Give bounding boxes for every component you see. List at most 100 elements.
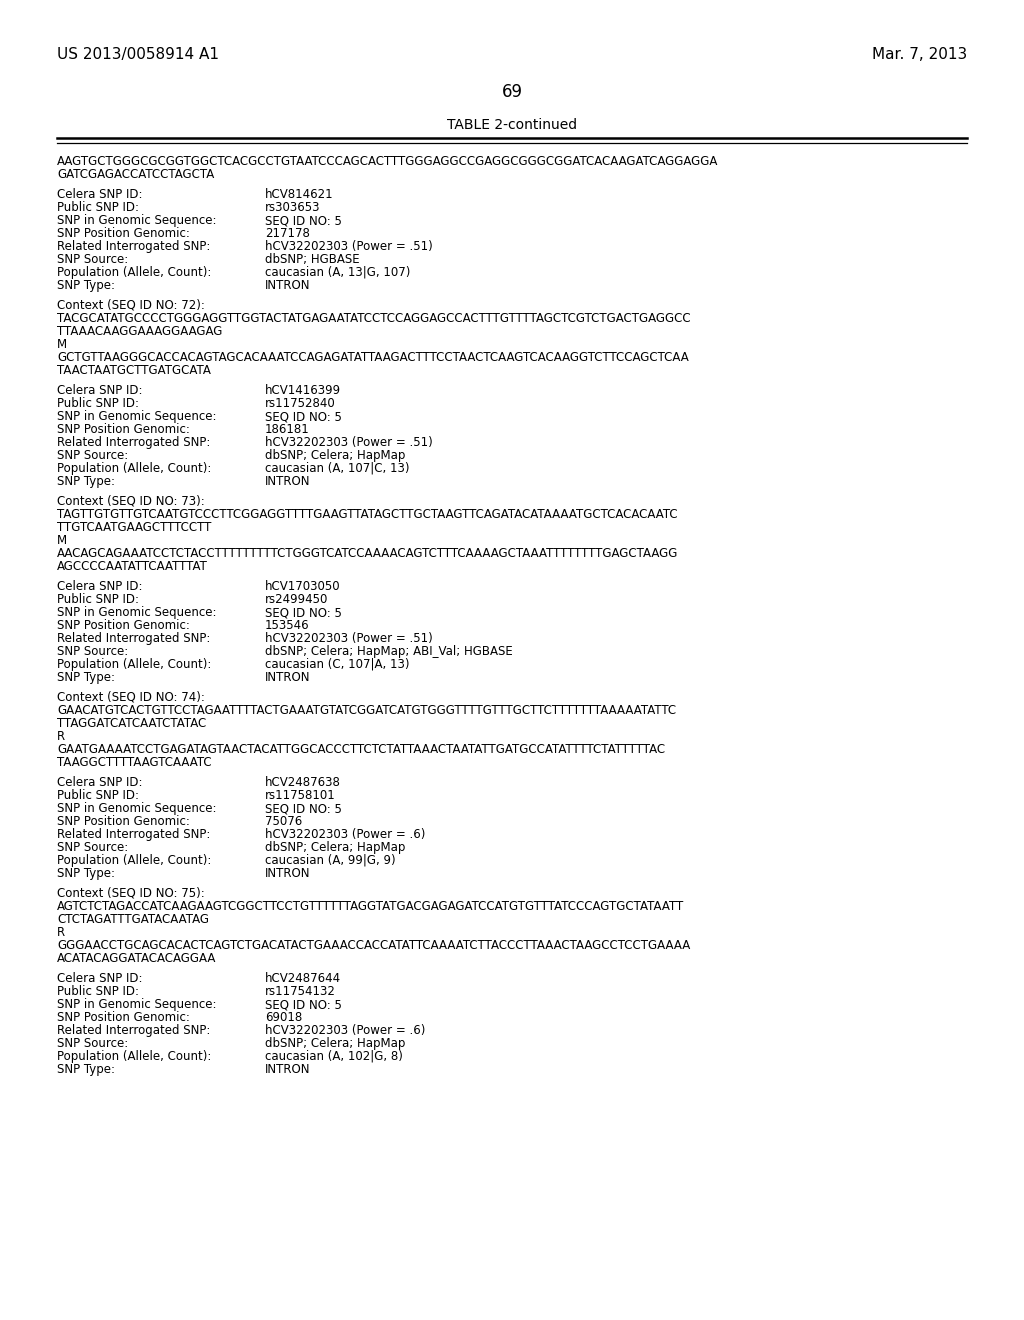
Text: hCV32202303 (Power = .51): hCV32202303 (Power = .51) (265, 240, 433, 253)
Text: INTRON: INTRON (265, 671, 310, 684)
Text: Population (Allele, Count):: Population (Allele, Count): (57, 657, 211, 671)
Text: SNP Type:: SNP Type: (57, 867, 115, 880)
Text: Public SNP ID:: Public SNP ID: (57, 593, 139, 606)
Text: GAACATGTCACTGTTCCTAGAATTTTACTGAAATGTATCGGATCATGTGGGTTTTGTTTGCTTCTTTTTTTAAAAATATT: GAACATGTCACTGTTCCTAGAATTTTACTGAAATGTATCG… (57, 704, 676, 717)
Text: SNP in Genomic Sequence:: SNP in Genomic Sequence: (57, 214, 216, 227)
Text: SEQ ID NO: 5: SEQ ID NO: 5 (265, 214, 342, 227)
Text: hCV32202303 (Power = .51): hCV32202303 (Power = .51) (265, 436, 433, 449)
Text: 75076: 75076 (265, 814, 302, 828)
Text: AGCCCCAATATTCAATTTAT: AGCCCCAATATTCAATTTAT (57, 560, 208, 573)
Text: caucasian (A, 13|G, 107): caucasian (A, 13|G, 107) (265, 267, 411, 279)
Text: Public SNP ID:: Public SNP ID: (57, 789, 139, 803)
Text: SNP in Genomic Sequence:: SNP in Genomic Sequence: (57, 411, 216, 422)
Text: Public SNP ID:: Public SNP ID: (57, 397, 139, 411)
Text: hCV1416399: hCV1416399 (265, 384, 341, 397)
Text: SNP Type:: SNP Type: (57, 1063, 115, 1076)
Text: SNP Type:: SNP Type: (57, 279, 115, 292)
Text: rs11758101: rs11758101 (265, 789, 336, 803)
Text: dbSNP; Celera; HapMap: dbSNP; Celera; HapMap (265, 449, 406, 462)
Text: Context (SEQ ID NO: 75):: Context (SEQ ID NO: 75): (57, 887, 205, 900)
Text: SEQ ID NO: 5: SEQ ID NO: 5 (265, 803, 342, 814)
Text: SEQ ID NO: 5: SEQ ID NO: 5 (265, 411, 342, 422)
Text: SNP in Genomic Sequence:: SNP in Genomic Sequence: (57, 998, 216, 1011)
Text: hCV2487638: hCV2487638 (265, 776, 341, 789)
Text: TAGTTGTGTTGTCAATGTCCCTTCGGAGGTTTTGAAGTTATAGCTTGCTAAGTTCAGATACATAAAATGCTCACACAATC: TAGTTGTGTTGTCAATGTCCCTTCGGAGGTTTTGAAGTTA… (57, 508, 678, 521)
Text: AGTCTCTAGACCATCAAGAAGTCGGCTTCCTGTTTTTTAGGTATGACGAGAGATCCATGTGTTTATCCCAGTGCTATAAT: AGTCTCTAGACCATCAAGAAGTCGGCTTCCTGTTTTTTAG… (57, 900, 684, 913)
Text: AACAGCAGAAATCCTCTACCTTTTTTTTTCTGGGTCATCCAAAACAGTCTTTCAAAAGCTAAATTTTTTTTGAGCTAAGG: AACAGCAGAAATCCTCTACCTTTTTTTTTCTGGGTCATCC… (57, 546, 678, 560)
Text: SNP Position Genomic:: SNP Position Genomic: (57, 1011, 189, 1024)
Text: Context (SEQ ID NO: 72):: Context (SEQ ID NO: 72): (57, 300, 205, 312)
Text: Celera SNP ID:: Celera SNP ID: (57, 972, 142, 985)
Text: GCTGTTAAGGGCACCACAGTAGCACAAATCCAGAGATATTAAGACTTTCCTAACTCAAGTCACAAGGTCTTCCAGCTCAA: GCTGTTAAGGGCACCACAGTAGCACAAATCCAGAGATATT… (57, 351, 689, 364)
Text: SNP Position Genomic:: SNP Position Genomic: (57, 227, 189, 240)
Text: SNP Position Genomic:: SNP Position Genomic: (57, 422, 189, 436)
Text: M: M (57, 535, 68, 546)
Text: Population (Allele, Count):: Population (Allele, Count): (57, 1049, 211, 1063)
Text: Population (Allele, Count):: Population (Allele, Count): (57, 462, 211, 475)
Text: GAATGAAAATCCTGAGATAGTAACTACATTGGCACCCTTCTCTATTAAACTAATATTGATGCCATATTTTCTATTTTTAC: GAATGAAAATCCTGAGATAGTAACTACATTGGCACCCTTC… (57, 743, 666, 756)
Text: TTGTCAATGAAGCTTTCCTT: TTGTCAATGAAGCTTTCCTT (57, 521, 211, 535)
Text: 69: 69 (502, 83, 522, 102)
Text: Celera SNP ID:: Celera SNP ID: (57, 579, 142, 593)
Text: TTAGGATCATCAATCTATAC: TTAGGATCATCAATCTATAC (57, 717, 206, 730)
Text: TTAAACAAGGAAAGGAAGAG: TTAAACAAGGAAAGGAAGAG (57, 325, 222, 338)
Text: SNP in Genomic Sequence:: SNP in Genomic Sequence: (57, 803, 216, 814)
Text: hCV814621: hCV814621 (265, 187, 334, 201)
Text: caucasian (A, 107|C, 13): caucasian (A, 107|C, 13) (265, 462, 410, 475)
Text: hCV1703050: hCV1703050 (265, 579, 341, 593)
Text: SNP Source:: SNP Source: (57, 645, 128, 657)
Text: Public SNP ID:: Public SNP ID: (57, 985, 139, 998)
Text: CTCTAGATTTGATACAATAG: CTCTAGATTTGATACAATAG (57, 913, 209, 927)
Text: rs11752840: rs11752840 (265, 397, 336, 411)
Text: R: R (57, 927, 66, 939)
Text: R: R (57, 730, 66, 743)
Text: GGGAACCTGCAGCACACTCAGTCTGACATACTGAAACCACCATATTCAAAATCTTACCCTTAAACTAAGCCTCCTGAAAA: GGGAACCTGCAGCACACTCAGTCTGACATACTGAAACCAC… (57, 939, 690, 952)
Text: M: M (57, 338, 68, 351)
Text: INTRON: INTRON (265, 279, 310, 292)
Text: 217178: 217178 (265, 227, 310, 240)
Text: caucasian (A, 99|G, 9): caucasian (A, 99|G, 9) (265, 854, 395, 867)
Text: SNP Position Genomic:: SNP Position Genomic: (57, 814, 189, 828)
Text: Population (Allele, Count):: Population (Allele, Count): (57, 267, 211, 279)
Text: Related Interrogated SNP:: Related Interrogated SNP: (57, 436, 210, 449)
Text: TAACTAATGCTTGATGCATA: TAACTAATGCTTGATGCATA (57, 364, 211, 378)
Text: caucasian (C, 107|A, 13): caucasian (C, 107|A, 13) (265, 657, 410, 671)
Text: Celera SNP ID:: Celera SNP ID: (57, 187, 142, 201)
Text: dbSNP; Celera; HapMap: dbSNP; Celera; HapMap (265, 1038, 406, 1049)
Text: Celera SNP ID:: Celera SNP ID: (57, 776, 142, 789)
Text: SNP Position Genomic:: SNP Position Genomic: (57, 619, 189, 632)
Text: TACGCATATGCCCCTGGGAGGTTGGTACTATGAGAATATCCTCCAGGAGCCACTTTGTTTTAGCTCGTCTGACTGAGGCC: TACGCATATGCCCCTGGGAGGTTGGTACTATGAGAATATC… (57, 312, 690, 325)
Text: Celera SNP ID:: Celera SNP ID: (57, 384, 142, 397)
Text: SNP Source:: SNP Source: (57, 1038, 128, 1049)
Text: SNP in Genomic Sequence:: SNP in Genomic Sequence: (57, 606, 216, 619)
Text: hCV32202303 (Power = .6): hCV32202303 (Power = .6) (265, 1024, 425, 1038)
Text: SNP Type:: SNP Type: (57, 671, 115, 684)
Text: Context (SEQ ID NO: 73):: Context (SEQ ID NO: 73): (57, 495, 205, 508)
Text: Context (SEQ ID NO: 74):: Context (SEQ ID NO: 74): (57, 690, 205, 704)
Text: Population (Allele, Count):: Population (Allele, Count): (57, 854, 211, 867)
Text: INTRON: INTRON (265, 867, 310, 880)
Text: ACATACAGGATACACAGGAA: ACATACAGGATACACAGGAA (57, 952, 216, 965)
Text: TABLE 2-continued: TABLE 2-continued (446, 117, 578, 132)
Text: SNP Source:: SNP Source: (57, 841, 128, 854)
Text: Related Interrogated SNP:: Related Interrogated SNP: (57, 1024, 210, 1038)
Text: AAGTGCTGGGCGCGGTGGCTCACGCCTGTAATCCCAGCACTTTGGGAGGCCGAGGCGGGCGGATCACAAGATCAGGAGGA: AAGTGCTGGGCGCGGTGGCTCACGCCTGTAATCCCAGCAC… (57, 154, 719, 168)
Text: SNP Source:: SNP Source: (57, 253, 128, 267)
Text: Related Interrogated SNP:: Related Interrogated SNP: (57, 632, 210, 645)
Text: Mar. 7, 2013: Mar. 7, 2013 (871, 48, 967, 62)
Text: rs2499450: rs2499450 (265, 593, 329, 606)
Text: Related Interrogated SNP:: Related Interrogated SNP: (57, 240, 210, 253)
Text: GATCGAGACCATCCTAGCTA: GATCGAGACCATCCTAGCTA (57, 168, 214, 181)
Text: 153546: 153546 (265, 619, 309, 632)
Text: SNP Source:: SNP Source: (57, 449, 128, 462)
Text: TAAGGCTTTTAAGTCAAATC: TAAGGCTTTTAAGTCAAATC (57, 756, 212, 770)
Text: hCV32202303 (Power = .6): hCV32202303 (Power = .6) (265, 828, 425, 841)
Text: dbSNP; Celera; HapMap: dbSNP; Celera; HapMap (265, 841, 406, 854)
Text: SNP Type:: SNP Type: (57, 475, 115, 488)
Text: dbSNP; Celera; HapMap; ABI_Val; HGBASE: dbSNP; Celera; HapMap; ABI_Val; HGBASE (265, 645, 513, 657)
Text: US 2013/0058914 A1: US 2013/0058914 A1 (57, 48, 219, 62)
Text: INTRON: INTRON (265, 1063, 310, 1076)
Text: hCV32202303 (Power = .51): hCV32202303 (Power = .51) (265, 632, 433, 645)
Text: 69018: 69018 (265, 1011, 302, 1024)
Text: SEQ ID NO: 5: SEQ ID NO: 5 (265, 998, 342, 1011)
